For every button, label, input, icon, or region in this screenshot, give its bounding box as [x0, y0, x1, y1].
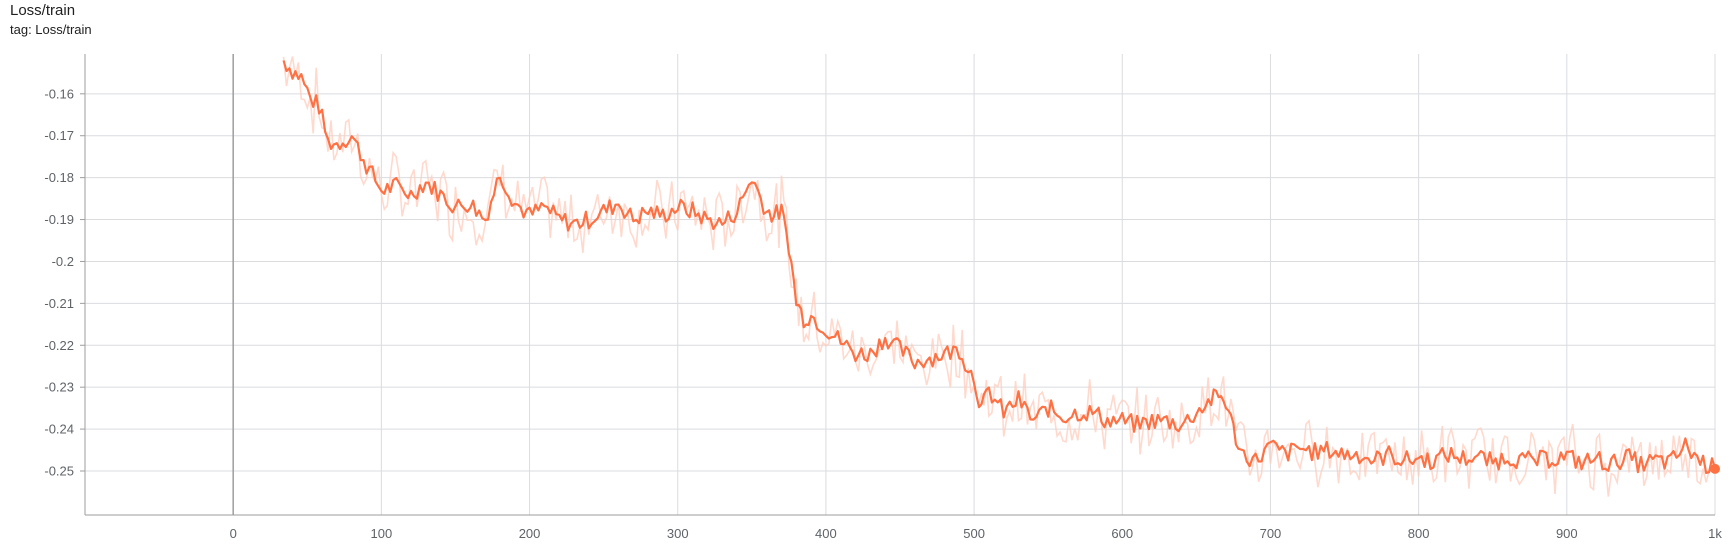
x-tick-label: 300	[667, 526, 689, 541]
x-tick-label: 1k	[1708, 526, 1722, 541]
y-tick-label: -0.21	[44, 296, 74, 311]
x-tick-label: 800	[1408, 526, 1430, 541]
x-tick-label: 0	[230, 526, 237, 541]
y-tick-label: -0.17	[44, 128, 74, 143]
raw-series-line	[282, 56, 1716, 497]
x-tick-label: 200	[519, 526, 541, 541]
x-tick-label: 900	[1556, 526, 1578, 541]
y-tick-label: -0.24	[44, 422, 74, 437]
x-tick-label: 700	[1260, 526, 1282, 541]
x-tick-label: 600	[1111, 526, 1133, 541]
x-tick-label: 100	[371, 526, 393, 541]
grid	[80, 54, 1716, 516]
raw-series	[282, 56, 1716, 497]
last-point-marker[interactable]	[1710, 463, 1720, 474]
x-tick-label: 400	[815, 526, 837, 541]
smoothed-series-line	[282, 60, 1717, 474]
chart-tag: tag: Loss/train	[10, 22, 92, 37]
y-tick-label: -0.22	[44, 338, 74, 353]
y-tick-label: -0.25	[44, 463, 74, 478]
tick-labels: -0.16 -0.17 -0.18 -0.19 -0.2 -0.21 -0.22 -0.23 -…	[44, 86, 1722, 541]
y-tick-label: -0.16	[44, 86, 74, 101]
smoothed-series	[282, 60, 1720, 474]
chart-title: Loss/train	[10, 2, 76, 19]
y-tick-label: -0.2	[52, 254, 74, 269]
y-tick-label: -0.19	[44, 212, 74, 227]
y-tick-label: -0.23	[44, 380, 74, 395]
x-tick-label: 500	[963, 526, 985, 541]
y-tick-label: -0.18	[44, 170, 74, 185]
